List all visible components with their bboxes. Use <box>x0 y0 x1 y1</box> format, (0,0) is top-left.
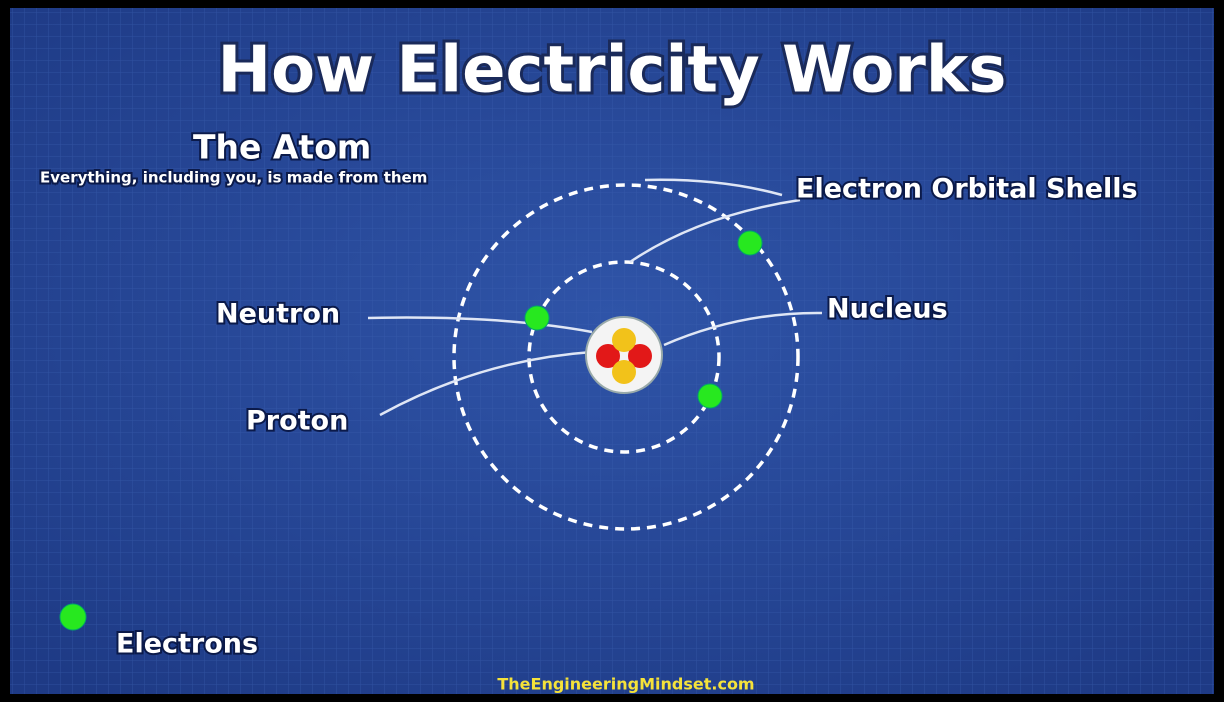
page: How Electricity Works The Atom Everythin… <box>0 0 1224 702</box>
electron <box>525 306 549 330</box>
subtitle: The Atom <box>193 128 371 167</box>
description: Everything, including you, is made from … <box>40 169 427 187</box>
electrons-label: Electrons <box>116 629 258 660</box>
footer: TheEngineeringMindset.com <box>497 675 754 694</box>
electron <box>738 231 762 255</box>
neutron-label: Neutron <box>216 299 340 330</box>
nucleus-label: Nucleus <box>827 294 948 325</box>
proton <box>612 328 636 352</box>
title: How Electricity Works <box>218 34 1007 108</box>
proton-label: Proton <box>246 406 348 437</box>
electron-legend <box>60 604 86 630</box>
proton <box>612 360 636 384</box>
electron <box>698 384 722 408</box>
shells-label: Electron Orbital Shells <box>796 174 1138 205</box>
diagram: How Electricity Works The Atom Everythin… <box>0 0 1224 702</box>
